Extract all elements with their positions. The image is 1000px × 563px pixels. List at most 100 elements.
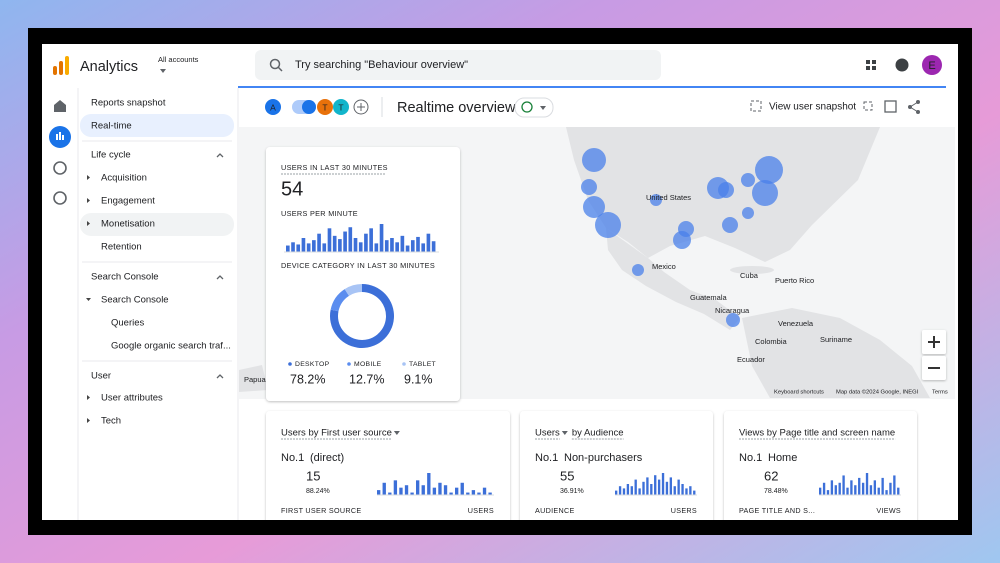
trend-bar (630, 486, 633, 495)
sidebar: Reports snapshot Real-time Life cycle Acqui… (82, 98, 232, 427)
expand-icon[interactable] (87, 418, 90, 423)
collapse-icon[interactable] (216, 275, 224, 280)
map-attribution[interactable]: Terms (932, 390, 948, 396)
apps-icon[interactable] (866, 60, 876, 70)
trend-bar (618, 486, 622, 495)
card-title[interactable]: Views by Page title and screen name (739, 428, 895, 439)
trend-bar (382, 482, 386, 495)
top-item: (direct) (310, 452, 344, 464)
nav-item-selected[interactable]: Real-time (91, 121, 132, 132)
dropdown-icon[interactable] (540, 106, 546, 110)
card-title[interactable]: by Audience (572, 428, 624, 439)
nav-item[interactable]: Queries (111, 318, 145, 329)
expand-icon[interactable] (87, 175, 90, 180)
dropdown-icon[interactable] (160, 69, 166, 73)
per-minute-bar (390, 238, 394, 252)
expand-icon[interactable] (87, 221, 90, 226)
trend-bar (477, 492, 481, 495)
section-title[interactable]: Life cycle (91, 150, 131, 161)
comparison-chip[interactable] (317, 99, 333, 115)
comparison-chip[interactable] (333, 99, 349, 115)
dropdown-icon[interactable] (393, 431, 400, 435)
chip-letter[interactable]: T (338, 102, 343, 112)
trend-bar (615, 490, 618, 495)
trend-bar (650, 484, 653, 495)
nav-item[interactable]: Reports snapshot (91, 98, 166, 109)
comparison-chip[interactable] (265, 99, 281, 115)
snapshot-icon[interactable] (750, 100, 762, 112)
toggle-knob[interactable] (302, 100, 316, 114)
collapse-icon[interactable] (216, 374, 224, 379)
column-header[interactable]: USERS (671, 506, 697, 515)
dropdown-icon[interactable] (561, 431, 568, 435)
per-minute-bar (416, 236, 420, 252)
collapse-icon[interactable] (216, 153, 224, 158)
user-bubble (632, 264, 644, 276)
map-label: Suriname (820, 335, 852, 344)
logo (53, 66, 57, 75)
map-attribution[interactable]: Keyboard shortcuts (774, 390, 824, 396)
trend-bar (455, 487, 459, 495)
reports-icon (56, 134, 58, 140)
nav-item[interactable]: Acquisition (101, 173, 147, 184)
share-icon (909, 101, 919, 113)
card-title[interactable]: Users by First user source (281, 428, 392, 439)
user-bubble (742, 207, 754, 219)
per-minute-bar (421, 243, 426, 252)
section-title[interactable]: User (91, 371, 111, 382)
trend-bar (622, 488, 626, 495)
trend-bar (834, 485, 837, 495)
expand-icon[interactable] (86, 298, 91, 301)
legend-label: MOBILE (354, 361, 382, 368)
snapshot-button[interactable]: View user snapshot (769, 102, 856, 113)
explore-icon[interactable] (53, 161, 67, 175)
nav-item[interactable]: Monetisation (101, 219, 155, 230)
trend-bar (842, 475, 845, 495)
column-header[interactable]: FIRST USER SOURCE (281, 506, 361, 515)
nav-item[interactable]: Tech (101, 416, 121, 427)
expand-icon[interactable] (87, 198, 90, 203)
trend-bar (861, 482, 865, 495)
per-minute-bar (343, 231, 347, 252)
column-header[interactable]: VIEWS (876, 506, 901, 515)
chip-letter[interactable]: T (322, 102, 327, 112)
nav-item[interactable]: Search Console (101, 295, 169, 306)
account-label[interactable]: All accounts (158, 55, 199, 64)
column-header[interactable]: PAGE TITLE AND S... (739, 506, 815, 515)
home-icon[interactable] (54, 100, 66, 112)
search-placeholder[interactable]: Try searching "Behaviour overview" (295, 59, 468, 71)
trend-bar (669, 477, 673, 495)
trend-bar (657, 479, 661, 495)
section-title[interactable]: Search Console (91, 272, 159, 283)
realtime-content: USERS IN LAST 30 MINUTES 54 USERS PER MINU… (281, 163, 439, 386)
map-label: Guatemala (690, 293, 728, 302)
nav-item[interactable]: Retention (101, 242, 142, 253)
column-header[interactable]: USERS (468, 506, 494, 515)
insights-icon[interactable] (884, 100, 897, 113)
metric-label: DEVICE CATEGORY IN LAST 30 MINUTES (281, 261, 435, 270)
donut-segment (330, 289, 350, 312)
search-box[interactable] (255, 50, 661, 80)
nav-item[interactable]: Google organic search traf... (111, 341, 231, 352)
nav-item[interactable]: Engagement (101, 196, 155, 207)
avatar-letter[interactable]: E (928, 60, 935, 72)
user-bubble (673, 231, 691, 249)
map-label: Cuba (740, 271, 759, 280)
card-title[interactable]: Users (535, 428, 560, 439)
metric-value: 54 (281, 178, 303, 200)
per-minute-bar (431, 241, 436, 252)
trend-bar (466, 492, 470, 495)
add-comparison (357, 103, 365, 111)
avatar[interactable] (922, 55, 942, 75)
per-minute-bar (291, 242, 295, 252)
status-chip[interactable] (514, 97, 554, 118)
advertising-icon[interactable] (53, 191, 67, 205)
expand-icon[interactable] (87, 395, 90, 400)
help-icon[interactable] (895, 58, 909, 72)
column-header[interactable]: AUDIENCE (535, 506, 575, 515)
rank: No.1 (281, 452, 304, 464)
nav-item[interactable]: User attributes (101, 393, 163, 404)
fullscreen-icon[interactable] (863, 101, 873, 111)
chip-letter[interactable]: A (270, 102, 276, 112)
